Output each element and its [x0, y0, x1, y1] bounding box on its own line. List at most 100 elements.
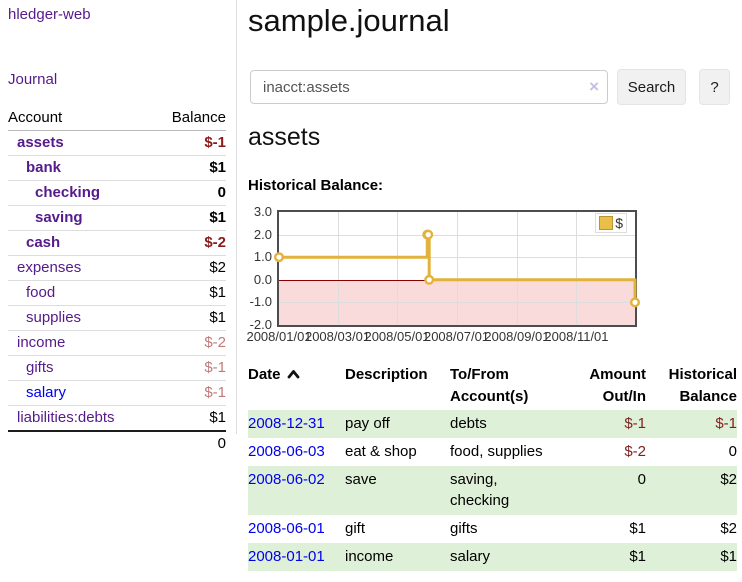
date-column-header[interactable]: Date — [248, 361, 345, 410]
description-column-header: Description — [345, 366, 428, 383]
account-row: gifts $-1 — [8, 355, 226, 381]
transaction-accounts-cell: salary — [450, 548, 491, 565]
chart-vertical-gridline — [576, 212, 578, 325]
account-name-cell: supplies — [8, 305, 156, 331]
account-balance: $-1 — [156, 355, 226, 381]
transaction-row: 2008-06-03 eat & shop food, supplies $-2 0 — [248, 438, 737, 466]
help-button[interactable]: ? — [699, 69, 730, 105]
transaction-balance: $2 — [720, 471, 737, 488]
transaction-balance: $-1 — [715, 415, 737, 432]
account-row: food $1 — [8, 280, 226, 306]
register-header-row: Date Description To/From Account(s) Amou… — [248, 361, 737, 410]
app-title-link[interactable]: hledger-web — [8, 6, 91, 23]
account-row: supplies $1 — [8, 305, 226, 331]
transaction-balance-cell: $2 — [646, 466, 737, 515]
account-balance: 0 — [156, 180, 226, 206]
x-axis-tick-label: 2008/11/01 — [544, 329, 609, 344]
account-link-cash[interactable]: cash — [26, 234, 61, 251]
search-button[interactable]: Search — [617, 69, 686, 105]
data-point-marker — [423, 229, 434, 240]
chart-title: Historical Balance: — [248, 177, 384, 194]
account-row: saving $1 — [8, 205, 226, 231]
account-row: cash $-2 — [8, 230, 226, 256]
y-axis-tick-label: 1.0 — [253, 249, 272, 265]
account-name-cell: expenses — [8, 255, 156, 281]
account-balance: $-1 — [156, 380, 226, 406]
transaction-accounts-cell: gifts — [450, 520, 478, 537]
search-input[interactable] — [250, 70, 608, 104]
transaction-date-link[interactable]: 2008-06-02 — [248, 471, 325, 488]
transaction-balance-cell: 0 — [646, 438, 737, 466]
balance-column-header: Balance — [156, 106, 226, 131]
total-spacer — [8, 430, 156, 456]
y-axis-tick-label: 3.0 — [253, 204, 272, 219]
transaction-amount-cell: $1 — [565, 543, 646, 571]
account-link-checking[interactable]: checking — [35, 184, 101, 201]
account-link-bank[interactable]: bank — [26, 159, 62, 176]
account-link-liabilities-debts[interactable]: liabilities:debts — [17, 409, 115, 426]
transaction-accounts-cell: debts — [450, 415, 487, 432]
account-link-salary[interactable]: salary — [26, 384, 67, 401]
y-axis-tick-label: 0.0 — [253, 271, 272, 287]
account-link-expenses[interactable]: expenses — [17, 259, 82, 276]
x-axis-tick-label: 2008/07/01 — [423, 329, 490, 344]
transaction-amount-cell: $-2 — [565, 438, 646, 466]
transaction-description-cell: pay off — [345, 415, 390, 432]
transaction-accounts-cell: food, supplies — [450, 443, 543, 460]
legend-label: $ — [615, 214, 623, 231]
account-balance: $1 — [156, 405, 226, 432]
chart-horizontal-gridline — [279, 234, 635, 236]
account-heading: assets — [248, 123, 321, 151]
account-balance: $2 — [156, 255, 226, 281]
transaction-amount: 0 — [637, 471, 646, 488]
account-name-cell: liabilities:debts — [8, 405, 156, 432]
transaction-description-cell: income — [345, 548, 394, 565]
chart-horizontal-gridline — [279, 302, 635, 304]
transaction-description-cell: save — [345, 471, 377, 488]
chart-vertical-gridline — [456, 212, 458, 325]
transaction-balance: $2 — [720, 520, 737, 537]
account-balance: $1 — [156, 305, 226, 331]
chart-vertical-gridline — [337, 212, 339, 325]
account-link-gifts[interactable]: gifts — [26, 359, 54, 376]
transaction-date-cell: 2008-12-31 — [248, 410, 345, 438]
account-balance: $1 — [156, 280, 226, 306]
y-axis-tick-label: -2.0 — [249, 317, 272, 332]
account-link-income[interactable]: income — [17, 334, 66, 351]
accounts-column-header: To/From Account(s) — [450, 366, 529, 405]
main-content: sample.journal × Search ? assets Histori… — [246, 0, 742, 582]
x-axis-tick-label: 2008/01/01 — [246, 329, 312, 344]
x-axis-tick-label: 2008/03/01 — [304, 329, 371, 344]
account-name-cell: bank — [8, 155, 156, 181]
account-link-supplies[interactable]: supplies — [26, 309, 82, 326]
transaction-date-link[interactable]: 2008-01-01 — [248, 548, 325, 565]
accounts-header-row: Account Balance — [8, 106, 226, 131]
account-balance: $1 — [156, 155, 226, 181]
account-link-assets[interactable]: assets — [17, 134, 64, 151]
sidebar-accounts-table: Account Balance assets $-1 bank $1 checking 0… — [8, 106, 226, 456]
transaction-date-cell: 2008-06-03 — [248, 438, 345, 466]
y-axis-tick-label: -1.0 — [249, 294, 272, 310]
clear-search-icon[interactable]: × — [589, 77, 599, 96]
transaction-row: 2008-01-01 income salary $1 $1 — [248, 543, 737, 571]
page-title: sample.journal — [248, 3, 450, 38]
transaction-date-link[interactable]: 2008-12-31 — [248, 415, 325, 432]
account-name-cell: checking — [8, 180, 156, 206]
account-link-food[interactable]: food — [26, 284, 56, 301]
account-row: bank $1 — [8, 155, 226, 181]
transaction-amount: $-1 — [624, 415, 646, 432]
account-row: assets $-1 — [8, 130, 226, 156]
account-name-cell: income — [8, 330, 156, 356]
amount-column-header: Amount Out/In — [589, 366, 646, 405]
sidebar-item-journal[interactable]: Journal — [8, 71, 58, 88]
transaction-date-link[interactable]: 2008-06-03 — [248, 443, 325, 460]
transaction-balance-cell: $2 — [646, 515, 737, 543]
transaction-description-cell: gift — [345, 520, 366, 537]
account-link-saving[interactable]: saving — [35, 209, 83, 226]
chart-horizontal-gridline — [279, 257, 635, 259]
transaction-description-cell: eat & shop — [345, 443, 417, 460]
transaction-amount: $1 — [629, 548, 646, 565]
account-row: expenses $2 — [8, 255, 226, 281]
transaction-date-link[interactable]: 2008-06-01 — [248, 520, 325, 537]
date-header-label: Date — [248, 366, 281, 383]
